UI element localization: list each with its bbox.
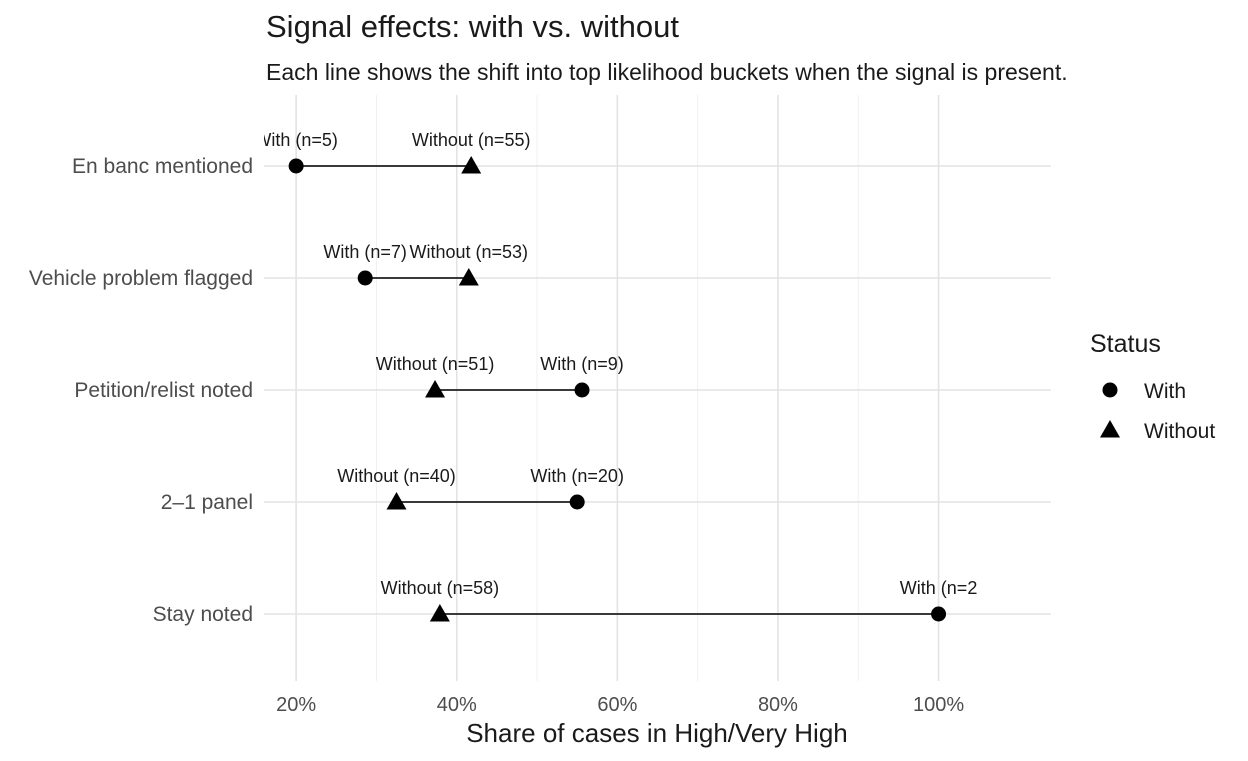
data-label: With (n=20)	[530, 466, 624, 486]
without-point	[458, 268, 479, 286]
x-tick-label: 80%	[758, 694, 798, 716]
data-label: With (n=5)	[254, 130, 338, 150]
x-axis-ticks: 20% 40% 60% 80% 100%	[276, 694, 964, 716]
legend-circle-icon	[1102, 382, 1118, 398]
data-label: With (n=9)	[540, 354, 624, 374]
data-label: With (n=2	[900, 578, 978, 598]
chart-title: Signal effects: with vs. without	[266, 9, 679, 44]
with-point	[288, 158, 304, 174]
x-tick-label: 20%	[276, 694, 316, 716]
legend-triangle-icon	[1100, 420, 1120, 438]
y-tick-label: En banc mentioned	[72, 155, 253, 178]
data-label: Without (n=58)	[381, 578, 500, 598]
with-point	[357, 270, 373, 286]
x-tick-label: 100%	[913, 694, 964, 716]
data-label: Without (n=55)	[412, 130, 531, 150]
without-point	[386, 492, 407, 510]
without-point	[425, 380, 446, 398]
without-point	[461, 156, 482, 174]
with-point	[574, 382, 590, 398]
data-label: Without (n=51)	[376, 354, 495, 374]
with-point	[569, 494, 585, 510]
y-tick-label: Stay noted	[153, 603, 253, 626]
with-point	[931, 606, 947, 622]
y-axis-ticks: En banc mentioned Vehicle problem flagged…	[29, 155, 253, 626]
legend-item-label: Without	[1144, 420, 1215, 443]
x-tick-label: 60%	[597, 694, 637, 716]
chart-subtitle: Each line shows the shift into top likel…	[266, 59, 1068, 85]
without-point	[429, 604, 450, 622]
y-tick-label: 2–1 panel	[161, 491, 253, 514]
x-axis-label: Share of cases in High/Very High	[466, 718, 848, 748]
legend-item-label: With	[1144, 380, 1186, 403]
data-label: Without (n=53)	[409, 242, 528, 262]
legend-title: Status	[1090, 330, 1161, 358]
y-tick-label: Petition/relist noted	[74, 379, 253, 402]
data-label: With (n=7)	[323, 242, 407, 262]
y-tick-label: Vehicle problem flagged	[29, 267, 253, 290]
x-tick-label: 40%	[437, 694, 477, 716]
data-label: Without (n=40)	[337, 466, 456, 486]
legend: Status With Without	[1090, 330, 1215, 443]
plot-marks: With (n=5) With (n=7) With (n=9) With (n=20…	[254, 130, 978, 622]
